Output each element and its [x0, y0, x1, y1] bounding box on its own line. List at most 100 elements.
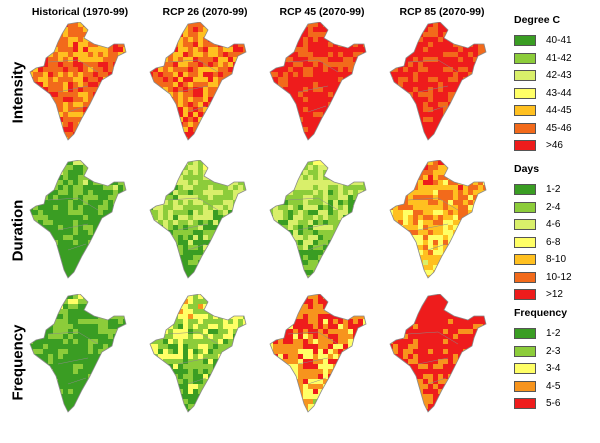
map-cell [213, 210, 218, 215]
map-cell [218, 132, 223, 137]
map-cell [53, 175, 58, 180]
map-cell [118, 304, 123, 309]
map-cell [223, 47, 228, 52]
map-cell [353, 97, 358, 102]
map-cell [198, 304, 203, 309]
map-cell [328, 127, 333, 132]
map-cell [223, 127, 228, 132]
map-cell [68, 22, 73, 27]
map-cell [213, 250, 218, 255]
map-cell [478, 57, 483, 62]
map-cell [453, 52, 458, 57]
map-cell [93, 354, 98, 359]
map-cell [158, 32, 163, 37]
map-cell [303, 265, 308, 270]
map-cell [453, 245, 458, 250]
map-cell [88, 225, 93, 230]
map-cell [98, 364, 103, 369]
map-cell [158, 364, 163, 369]
map-cell [163, 314, 168, 319]
map-cell [33, 52, 38, 57]
map-cell [428, 210, 433, 215]
map-cell [333, 137, 338, 140]
map-cell [333, 304, 338, 309]
map-cell [478, 180, 483, 185]
map-cell [308, 102, 313, 107]
map-cell [218, 97, 223, 102]
map-cell [338, 165, 343, 170]
map-cell [63, 359, 68, 364]
map-cell [458, 245, 463, 250]
map-cell [273, 245, 278, 250]
map-cell [233, 32, 238, 37]
map-cell [188, 132, 193, 137]
map-cell [468, 82, 473, 87]
map-cell [203, 215, 208, 220]
map-cell [393, 200, 398, 205]
map-cell [150, 240, 153, 245]
map-cell [78, 235, 83, 240]
map-cell [298, 37, 303, 42]
map-cell [478, 32, 483, 37]
map-cell [213, 369, 218, 374]
map-cell [328, 170, 333, 175]
map-cell [478, 87, 483, 92]
map-cell [438, 275, 443, 278]
map-cell [168, 102, 173, 107]
map-cell [158, 245, 163, 250]
map-cell [413, 185, 418, 190]
map-cell [298, 190, 303, 195]
map-cell [103, 389, 108, 394]
map-cell [358, 220, 363, 225]
map-cell [103, 270, 108, 275]
map-cell [213, 374, 218, 379]
map-cell [73, 250, 78, 255]
map-cell [193, 384, 198, 389]
map-cell [418, 22, 423, 27]
map-cell [33, 359, 38, 364]
map-cell [53, 215, 58, 220]
map-cell [348, 195, 353, 200]
map-cell [58, 190, 63, 195]
map-cell [193, 319, 198, 324]
map-cell [408, 37, 413, 42]
map-cell [353, 175, 358, 180]
map-cell [343, 235, 348, 240]
map-cell [428, 170, 433, 175]
map-cell [73, 304, 78, 309]
map-cell [153, 255, 158, 260]
map-cell [153, 180, 158, 185]
map-cell [38, 319, 43, 324]
map-cell [38, 215, 43, 220]
map-cell [453, 77, 458, 82]
map-cell [103, 299, 108, 304]
map-cell [303, 190, 308, 195]
map-cell [358, 47, 363, 52]
map-cell [83, 117, 88, 122]
map-cell [238, 87, 243, 92]
map-cell [173, 354, 178, 359]
map-cell [403, 97, 408, 102]
map-cell [333, 112, 338, 117]
map-cell [453, 175, 458, 180]
map-cell [413, 137, 418, 140]
map-cell [58, 349, 63, 354]
map-cell [98, 394, 103, 399]
map-cell [363, 309, 366, 314]
map-cell [428, 230, 433, 235]
map-cell [233, 250, 238, 255]
map-cell [453, 225, 458, 230]
map-cell [443, 47, 448, 52]
map-cell [173, 409, 178, 412]
map-cell [113, 299, 118, 304]
map-cell [438, 137, 443, 140]
map-cell [433, 117, 438, 122]
map-cell [423, 195, 428, 200]
map-cell [303, 47, 308, 52]
map-cell [298, 230, 303, 235]
map-cell [150, 62, 153, 67]
map-cell [43, 72, 48, 77]
map-cell [303, 205, 308, 210]
map-cell [30, 245, 33, 250]
map-cell [198, 339, 203, 344]
